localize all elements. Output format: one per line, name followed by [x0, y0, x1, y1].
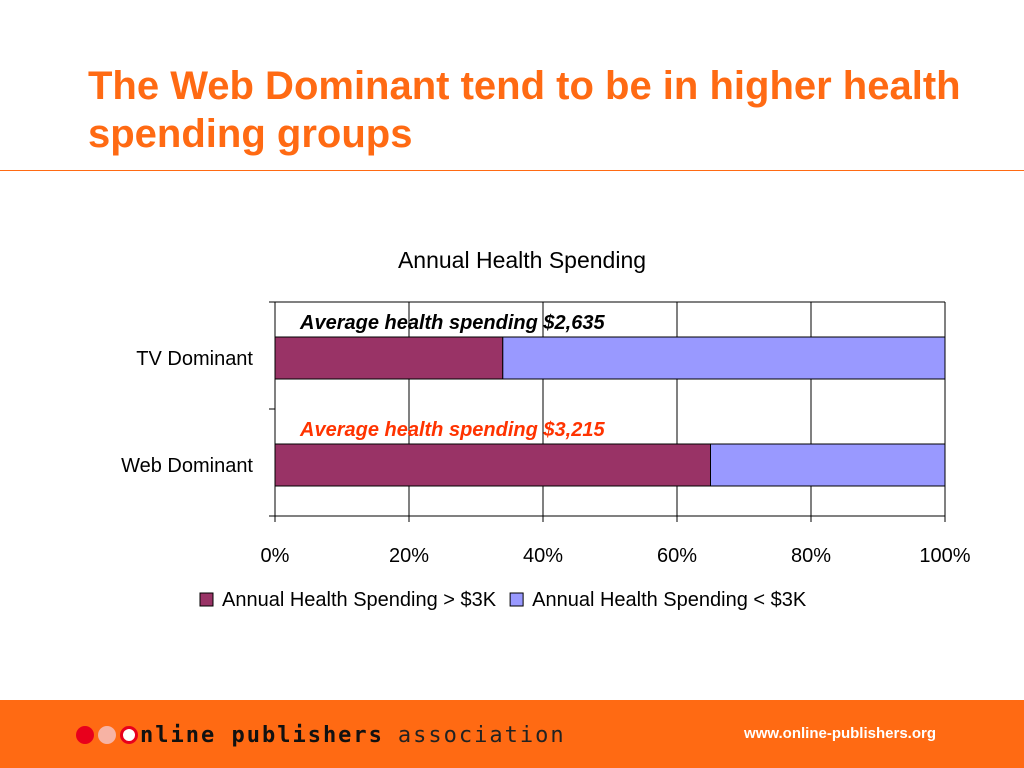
category-label: TV Dominant: [136, 348, 253, 370]
annotation-text: Average health spending $2,635: [299, 312, 605, 334]
legend-label: Annual Health Spending < $3K: [532, 589, 807, 611]
x-tick-label: 80%: [791, 545, 831, 567]
x-tick-label: 100%: [919, 545, 970, 567]
x-tick-label: 20%: [389, 545, 429, 567]
x-tick-label: 60%: [657, 545, 697, 567]
x-tick-label: 0%: [261, 545, 290, 567]
annual-health-spending-chart: Annual Health Spending Average health sp…: [121, 247, 971, 611]
footer-bar: nline publishers association www.online-…: [0, 700, 1024, 768]
red-dot-icon: [76, 726, 94, 744]
pink-dot-icon: [98, 726, 116, 744]
logo-wordmark-bold: nline publishers: [140, 722, 384, 748]
legend-swatch: [509, 592, 524, 607]
bar-segment: [710, 443, 946, 487]
bar-segment: [502, 336, 946, 380]
title-divider: [0, 170, 1024, 171]
slide-title: The Web Dominant tend to be in higher he…: [88, 64, 961, 156]
bar-segment: [274, 443, 711, 487]
bar-segment: [274, 336, 504, 380]
opa-logo: nline publishers association: [76, 720, 566, 750]
footer-url[interactable]: www.online-publishers.org: [744, 725, 936, 742]
chart-title: Annual Health Spending: [398, 247, 646, 273]
annotation-text: Average health spending $3,215: [299, 419, 605, 441]
category-label: Web Dominant: [121, 455, 253, 477]
legend-swatch: [199, 592, 214, 607]
o-ring-icon: [120, 726, 138, 744]
x-tick-label: 40%: [523, 545, 563, 567]
logo-wordmark-light: association: [397, 722, 566, 748]
legend-label: Annual Health Spending > $3K: [222, 589, 497, 611]
